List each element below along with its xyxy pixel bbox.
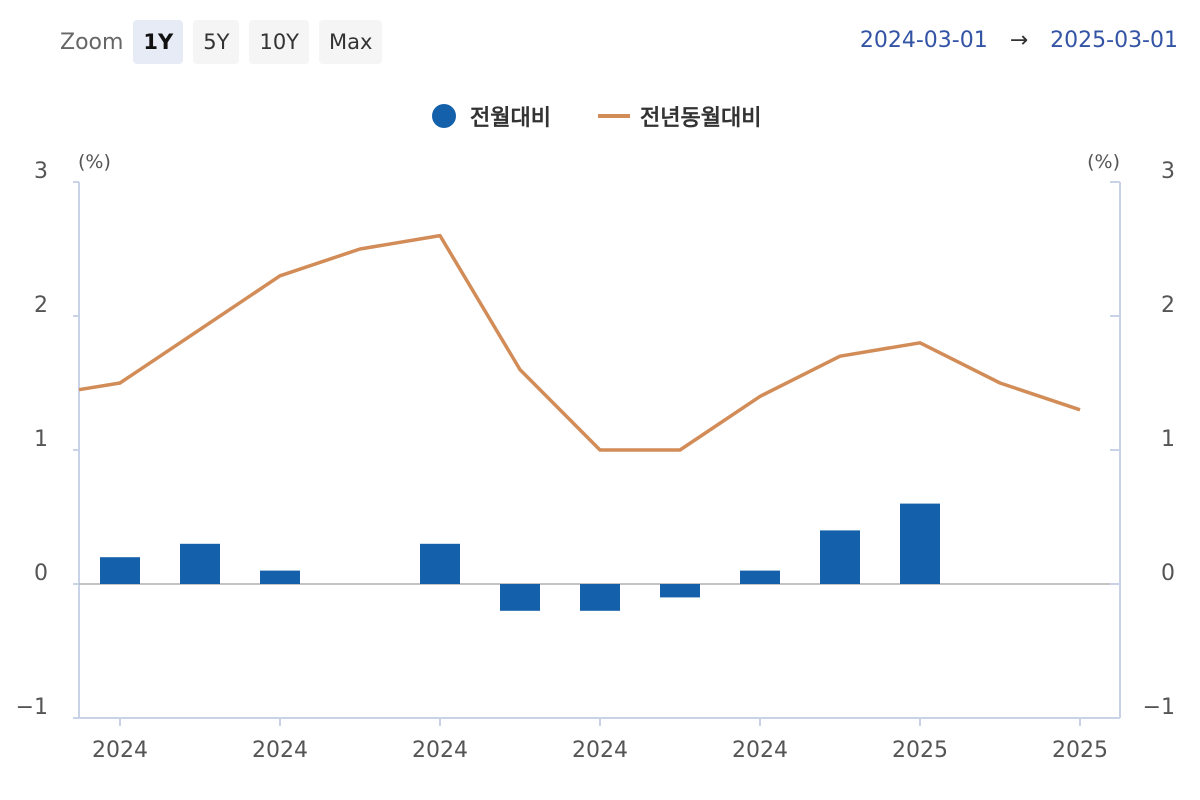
legend-bar-label[interactable]: 전월대비 [470, 106, 551, 131]
x-tick-label: 2024 [92, 738, 148, 763]
y-unit-right: (%) [1087, 151, 1120, 173]
y-tick-label-left: −1 [16, 695, 48, 720]
legend-line-label[interactable]: 전년동월대비 [640, 106, 761, 131]
bar [500, 584, 540, 611]
axes: 3 3 2 2 1 1 0 0 −1 −1 2024 2024 2024 2024 2024 2025 2025 [16, 159, 1175, 763]
x-tick-label: 2024 [732, 738, 788, 763]
bar [420, 543, 460, 584]
bar [100, 557, 140, 584]
yoy-line [78, 233, 1081, 452]
bar [820, 530, 860, 584]
x-tick-label: 2025 [1052, 738, 1108, 763]
line-series [78, 233, 1081, 452]
x-tick-label: 2024 [572, 738, 628, 763]
y-tick-label-right: 3 [1161, 159, 1175, 184]
zoom-5y-button[interactable]: 5Y [193, 20, 240, 64]
zoom-1y-button[interactable]: 1Y [133, 20, 184, 64]
range-from[interactable]: 2024-03-01 [859, 28, 988, 53]
range-arrow: → [1009, 28, 1029, 53]
y-tick-label-right: 2 [1161, 293, 1175, 318]
x-tick-label: 2025 [892, 738, 948, 763]
range-to[interactable]: 2025-03-01 [1050, 28, 1178, 53]
y-tick-label-left: 0 [34, 561, 48, 586]
legend: 전월대비 전년동월대비 [432, 104, 761, 131]
y-tick-label-left: 3 [34, 159, 48, 184]
bar [740, 570, 780, 584]
zoom-10y-button[interactable]: 10Y [249, 20, 310, 64]
y-tick-label-right: 1 [1161, 427, 1175, 452]
zoom-label: Zoom [60, 29, 124, 55]
bar [260, 570, 300, 584]
bar [580, 584, 620, 611]
y-unit-left: (%) [78, 151, 111, 173]
date-range: 2024-03-01 → 2025-03-01 [860, 28, 1178, 53]
bar [180, 543, 220, 584]
bar-series [100, 503, 940, 611]
y-tick-label-left: 1 [34, 427, 48, 452]
bar [660, 584, 700, 598]
bar [900, 503, 940, 584]
y-tick-label-left: 2 [34, 293, 48, 318]
y-tick-label-right: 0 [1161, 561, 1175, 586]
x-tick-label: 2024 [252, 738, 308, 763]
zoom-max-button[interactable]: Max [319, 20, 383, 64]
legend-bar-marker [432, 104, 456, 128]
x-tick-label: 2024 [412, 738, 468, 763]
zoom-bar: Zoom 1Y 5Y 10Y Max [60, 20, 392, 64]
y-tick-label-right: −1 [1143, 695, 1175, 720]
